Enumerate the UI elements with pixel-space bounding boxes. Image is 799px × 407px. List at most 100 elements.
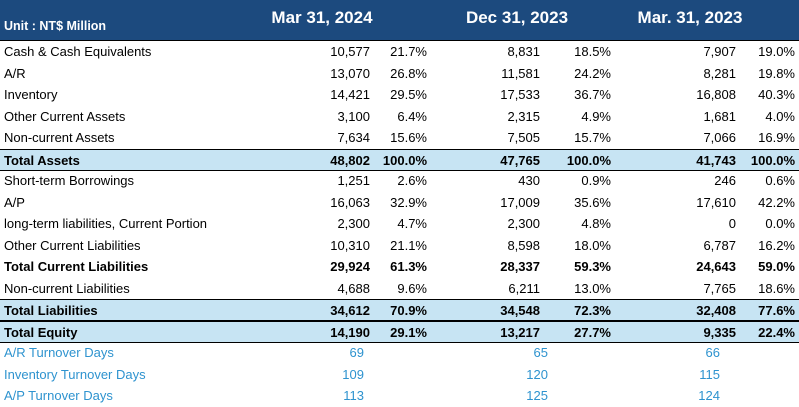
row-label: Other Current Liabilities: [4, 237, 141, 253]
table-row: A/R 13,070 26.8% 11,581 24.2% 8,281 19.8%: [0, 63, 799, 84]
value-cell: 72.3%: [574, 303, 611, 318]
value-cell: 10,577: [330, 44, 370, 59]
row-label: A/R Turnover Days: [4, 345, 114, 360]
value-cell: 48,802: [330, 152, 370, 168]
value-cell: 0.0%: [765, 216, 795, 231]
row-label: Non-current Liabilities: [4, 280, 130, 296]
value-cell: 6,787: [703, 237, 736, 253]
value-cell: 3,100: [337, 108, 370, 124]
row-label: Total Liabilities: [4, 303, 98, 318]
value-cell: 34,612: [330, 303, 370, 318]
table-row: Total Current Liabilities 29,924 61.3% 28,3…: [0, 256, 799, 277]
unit-label: Unit : NT$ Million: [4, 19, 107, 33]
table-row: Short-term Borrowings 1,251 2.6% 430 0.9% 246…: [0, 170, 799, 191]
table-row: long-term liabilities, Current Portion 2,…: [0, 213, 799, 234]
value-cell: 113: [343, 388, 364, 403]
row-label: long-term liabilities, Current Portion: [4, 216, 208, 231]
value-cell: 66: [705, 345, 720, 360]
value-cell: 21.7%: [390, 44, 427, 59]
value-cell: 42.2%: [758, 194, 795, 210]
value-cell: 24,643: [696, 259, 736, 274]
table-row: Non-current Liabilities 4,688 9.6% 6,211 13.…: [0, 278, 799, 299]
value-cell: 17,533: [500, 87, 540, 102]
value-cell: 4.7%: [397, 216, 427, 231]
value-cell: 120: [526, 366, 548, 382]
table-row: Non-current Assets 7,634 15.6% 7,505 15.7% 7,…: [0, 127, 799, 148]
value-cell: 18.6%: [758, 280, 795, 296]
value-cell: 18.0%: [574, 237, 611, 253]
value-cell: 11,581: [501, 65, 540, 81]
table-row: Other Current Liabilities 10,310 21.1% 8,59…: [0, 235, 799, 256]
value-cell: 36.7%: [574, 87, 611, 102]
value-cell: 2,300: [507, 216, 540, 231]
value-cell: 2.6%: [397, 173, 427, 188]
value-cell: 9.6%: [397, 280, 427, 296]
value-cell: 16,063: [330, 194, 370, 210]
table-row: A/P Turnover Days 113 125 124: [0, 385, 799, 406]
row-label: Inventory Turnover Days: [4, 366, 146, 382]
value-cell: 2,315: [507, 108, 540, 124]
value-cell: 70.9%: [390, 303, 427, 318]
row-label: A/P Turnover Days: [4, 388, 113, 403]
row-label: Total Equity: [4, 324, 78, 340]
value-cell: 16.2%: [758, 237, 795, 253]
table-row: Other Current Assets 3,100 6.4% 2,315 4.9% 1,…: [0, 106, 799, 127]
value-cell: 246: [714, 173, 736, 188]
value-cell: 0: [728, 216, 736, 231]
value-cell: 100.0%: [750, 152, 795, 168]
value-cell: 13,070: [330, 65, 370, 81]
value-cell: 2,300: [337, 216, 370, 231]
value-cell: 26.8%: [390, 65, 427, 81]
value-cell: 1,681: [703, 108, 736, 124]
value-cell: 124: [698, 388, 720, 403]
value-cell: 7,907: [703, 44, 736, 59]
value-cell: 430: [518, 173, 540, 188]
value-cell: 17,610: [696, 194, 736, 210]
value-cell: 13,217: [500, 324, 540, 340]
table-row: Cash & Cash Equivalents 10,577 21.7% 8,831 1…: [0, 41, 799, 62]
table-row: Total Assets 48,802 100.0% 47,765 100.0% 41,7…: [0, 148, 799, 171]
value-cell: 1,251: [337, 173, 370, 188]
value-cell: 7,634: [337, 130, 370, 145]
value-cell: 34,548: [500, 303, 540, 318]
value-cell: 19.0%: [758, 44, 795, 59]
value-cell: 59.0%: [758, 259, 795, 274]
value-cell: 28,337: [500, 259, 540, 274]
value-cell: 32.9%: [390, 194, 427, 210]
value-cell: 4,688: [337, 280, 370, 296]
value-cell: 100.0%: [382, 152, 427, 168]
value-cell: 19.8%: [758, 65, 795, 81]
row-label: Total Assets: [4, 152, 80, 168]
value-cell: 6,211: [508, 280, 540, 296]
value-cell: 27.7%: [574, 324, 611, 340]
value-cell: 125: [526, 388, 548, 403]
value-cell: 61.3%: [390, 259, 427, 274]
row-label: A/P: [4, 194, 25, 210]
value-cell: 47,765: [500, 152, 540, 168]
table-header: Unit : NT$ Million Mar 31, 2024 Dec 31, …: [0, 0, 799, 41]
row-label: A/R: [4, 65, 26, 81]
value-cell: 7,066: [703, 130, 736, 145]
table-row: A/R Turnover Days 69 65 66: [0, 342, 799, 363]
value-cell: 65: [533, 345, 548, 360]
value-cell: 10,310: [330, 237, 370, 253]
value-cell: 13.0%: [574, 280, 611, 296]
value-cell: 8,598: [507, 237, 540, 253]
table-row: Inventory 14,421 29.5% 17,533 36.7% 16,808 40.…: [0, 84, 799, 105]
period-header: Mar 31, 2024: [271, 8, 373, 27]
value-cell: 59.3%: [574, 259, 611, 274]
value-cell: 8,281: [703, 65, 736, 81]
value-cell: 4.0%: [765, 108, 795, 124]
value-cell: 29.1%: [390, 324, 427, 340]
value-cell: 24.2%: [574, 65, 611, 81]
value-cell: 77.6%: [758, 303, 795, 318]
value-cell: 29,924: [330, 259, 370, 274]
value-cell: 15.6%: [390, 130, 427, 145]
table-row: Total Equity 14,190 29.1% 13,217 27.7% 9,335 2…: [0, 320, 799, 343]
value-cell: 7,765: [703, 280, 736, 296]
row-label: Non-current Assets: [4, 130, 115, 145]
value-cell: 18.5%: [574, 44, 611, 59]
row-label: Total Current Liabilities: [4, 259, 149, 274]
value-cell: 7,505: [507, 130, 540, 145]
